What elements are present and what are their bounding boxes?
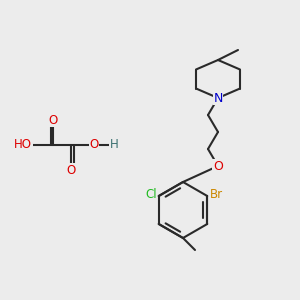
Text: O: O [89,139,99,152]
Text: N: N [213,92,223,104]
Text: H: H [110,139,118,152]
Text: O: O [48,113,58,127]
Text: O: O [66,164,76,176]
Text: Cl: Cl [145,188,157,200]
Text: Br: Br [210,188,223,200]
Text: O: O [213,160,223,172]
Text: HO: HO [14,139,32,152]
